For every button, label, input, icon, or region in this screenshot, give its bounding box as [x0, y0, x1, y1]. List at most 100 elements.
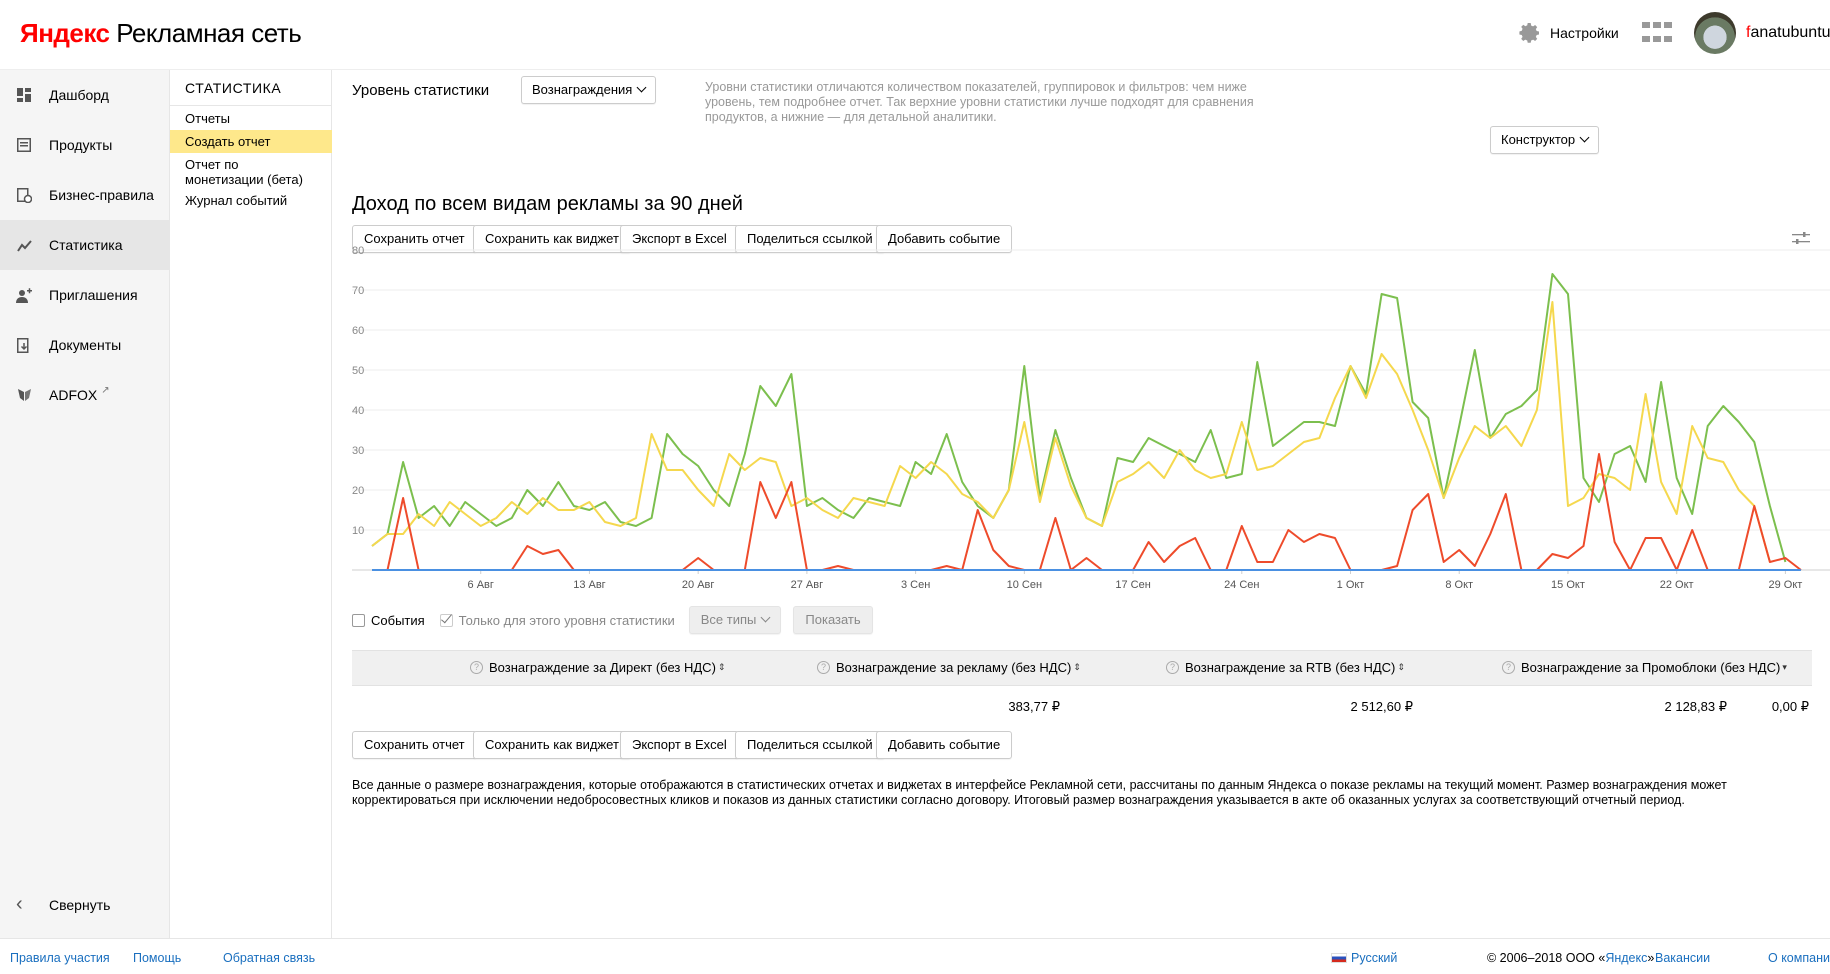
- footer-help-link[interactable]: Помощь: [133, 951, 182, 965]
- stat-level-label: Уровень статистики: [352, 82, 490, 99]
- sort-icon: ⇕: [1397, 662, 1405, 672]
- apps-grid-icon[interactable]: [1642, 22, 1672, 46]
- show-events-button[interactable]: Показать: [793, 606, 873, 634]
- copyright: © 2006–2018 ООО «Яндекс»: [1487, 951, 1655, 965]
- logo-product: Рекламная сеть: [116, 18, 302, 48]
- x-tick-label: 10 Сен: [1007, 579, 1042, 591]
- question-icon[interactable]: ?: [817, 661, 830, 674]
- x-tick-label: 17 Сен: [1115, 579, 1150, 591]
- y-tick-label: 10: [352, 525, 364, 537]
- statistics-icon: [16, 237, 32, 253]
- footer-about-link[interactable]: О компании: [1768, 951, 1830, 965]
- x-tick-label: 22 Окт: [1660, 579, 1694, 591]
- business-rules-icon: [16, 187, 32, 203]
- x-tick-label: 20 Авг: [682, 579, 714, 591]
- series-line-1[interactable]: [371, 301, 1771, 563]
- nav-item-dashboard[interactable]: Дашборд: [0, 70, 170, 120]
- left-nav: Дашборд Продукты Бизнес-правила Статисти…: [0, 70, 170, 938]
- nav-item-invitations[interactable]: Приглашения: [0, 270, 170, 320]
- main-content: Уровень статистики Вознаграждения Уровни…: [332, 70, 1830, 938]
- y-tick-label: 80: [352, 245, 364, 257]
- logo[interactable]: Яндекс Рекламная сеть: [20, 18, 302, 49]
- yandex-link[interactable]: Яндекс: [1605, 951, 1648, 965]
- sub-item-reports[interactable]: Отчеты: [185, 111, 230, 126]
- nav-item-business-rules[interactable]: Бизнес-правила: [0, 170, 170, 220]
- x-tick-label: 6 Авг: [468, 579, 494, 591]
- save-widget-button-bottom[interactable]: Сохранить как виджет: [473, 731, 631, 759]
- question-icon[interactable]: ?: [1502, 661, 1515, 674]
- income-chart: 10 20 30 40 50 60 70 80 6 Авг 13 Авг 20 Авг 27 Авг 3…: [352, 245, 1830, 591]
- filter-settings-icon[interactable]: [1791, 231, 1811, 247]
- invite-icon: [16, 287, 32, 303]
- external-link-icon: ↗: [101, 384, 110, 396]
- stat-level-dropdown[interactable]: Вознаграждения: [521, 76, 657, 104]
- report-title: Доход по всем видам рекламы за 90 дней: [352, 193, 743, 215]
- footer-rules-link[interactable]: Правила участия: [10, 951, 110, 965]
- x-tick-label: 3 Сен: [901, 579, 930, 591]
- events-filter-row: События Только для этого уровня статисти…: [352, 605, 873, 635]
- sort-icon: ⇕: [717, 662, 726, 672]
- total-rtb: 2 128,83 ₽: [1664, 699, 1728, 714]
- products-icon: [16, 137, 32, 153]
- nav-item-documents[interactable]: Документы: [0, 320, 170, 370]
- save-report-button[interactable]: Сохранить отчет: [352, 225, 477, 253]
- series-line-0[interactable]: [371, 273, 1787, 563]
- x-tick-label: 15 Окт: [1551, 579, 1585, 591]
- nav-item-products[interactable]: Продукты: [0, 120, 170, 170]
- dashboard-icon: [16, 87, 32, 103]
- sub-item-create-report[interactable]: Создать отчет: [170, 130, 332, 153]
- column-header-rtb[interactable]: ? Вознаграждение за RTB (без НДС) ⇕: [1166, 660, 1405, 675]
- y-tick-label: 50: [352, 365, 364, 377]
- chevron-left-icon: ‹: [16, 893, 23, 915]
- adfox-icon: [16, 387, 32, 403]
- only-level-checkbox[interactable]: [439, 613, 453, 627]
- events-label: События: [371, 612, 425, 628]
- export-excel-button[interactable]: Экспорт в Excel: [620, 225, 739, 253]
- footer-vacancies-link[interactable]: Вакансии: [1655, 951, 1711, 965]
- add-event-button-bottom[interactable]: Добавить событие: [876, 731, 1013, 759]
- x-tick-label: 13 Авг: [573, 579, 605, 591]
- x-tick-label: 27 Авг: [791, 579, 823, 591]
- column-header-promoblocks[interactable]: ? Вознаграждение за Промоблоки (без НДС) ▾: [1502, 660, 1787, 675]
- subnav-title: СТАТИСТИКА: [185, 80, 282, 96]
- total-ads: 2 512,60 ₽: [1350, 699, 1414, 714]
- documents-icon: [16, 337, 32, 353]
- sub-item-event-log[interactable]: Журнал событий: [185, 193, 288, 208]
- russia-flag-icon: [1331, 953, 1347, 963]
- collapse-button[interactable]: ‹ Свернуть: [16, 893, 111, 915]
- y-tick-label: 60: [352, 325, 364, 337]
- column-header-direct[interactable]: ? Вознаграждение за Директ (без НДС) ⇕: [470, 660, 725, 675]
- events-checkbox[interactable]: [352, 613, 365, 627]
- export-excel-button-bottom[interactable]: Экспорт в Excel: [620, 731, 739, 759]
- only-level-label: Только для этого уровня статистики: [458, 612, 675, 628]
- series-line-2[interactable]: [372, 453, 1802, 571]
- gear-icon: [1519, 23, 1539, 43]
- chevron-down-icon: [636, 82, 647, 93]
- totals-table-header: ? Вознаграждение за Директ (без НДС) ⇕ ? Во…: [352, 650, 1812, 686]
- language-switcher[interactable]: Русский: [1331, 951, 1397, 965]
- question-icon[interactable]: ?: [470, 661, 483, 674]
- column-header-ads[interactable]: ? Вознаграждение за рекламу (без НДС) ⇕: [817, 660, 1081, 675]
- x-tick-label: 29 Окт: [1768, 579, 1802, 591]
- nav-item-statistics[interactable]: Статистика: [0, 220, 170, 270]
- x-tick-label: 24 Сен: [1224, 579, 1259, 591]
- share-link-button-bottom[interactable]: Поделиться ссылкой: [735, 731, 885, 759]
- total-promoblocks: 0,00 ₽: [1771, 699, 1809, 714]
- event-types-dropdown[interactable]: Все типы: [688, 606, 782, 634]
- question-icon[interactable]: ?: [1166, 661, 1179, 674]
- y-tick-label: 40: [352, 405, 364, 417]
- save-report-button-bottom[interactable]: Сохранить отчет: [352, 731, 477, 759]
- constructor-dropdown[interactable]: Конструктор: [1490, 126, 1600, 154]
- x-tick-label: 1 Окт: [1337, 579, 1365, 591]
- sort-icon: ⇕: [1073, 662, 1081, 672]
- username[interactable]: fanatubuntu: [1746, 24, 1830, 41]
- nav-item-adfox[interactable]: ADFOX ↗: [0, 370, 170, 420]
- footer-feedback-link[interactable]: Обратная связь: [223, 951, 316, 965]
- add-event-button[interactable]: Добавить событие: [876, 225, 1013, 253]
- settings-link[interactable]: Настройки: [1518, 21, 1619, 45]
- chevron-down-icon: [1579, 132, 1590, 143]
- sort-desc-icon: ▾: [1782, 662, 1787, 672]
- avatar[interactable]: [1694, 12, 1736, 54]
- sub-item-monetization-report[interactable]: Отчет по монетизации (бета): [185, 157, 303, 187]
- total-direct: 383,77 ₽: [1008, 699, 1060, 714]
